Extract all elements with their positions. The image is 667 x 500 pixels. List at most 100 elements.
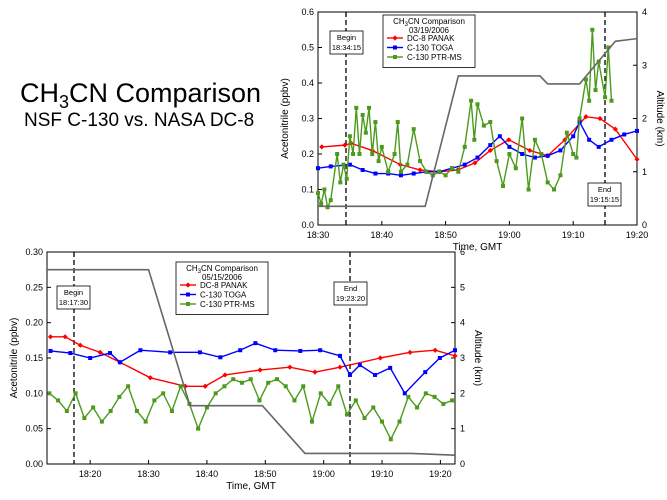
marker: [328, 164, 333, 169]
legend-label: DC-8 PANAK: [407, 34, 455, 43]
x-tick-label: 19:10: [371, 469, 394, 479]
title-subscript: 3: [59, 92, 69, 112]
y-tick-label: 0.1: [301, 185, 314, 195]
legend-marker: [393, 55, 397, 59]
legend-box: [382, 14, 476, 68]
y-tick-label: 0.6: [301, 7, 314, 17]
marker: [507, 152, 512, 156]
marker: [606, 45, 611, 50]
legend-date: 03/19/2006: [409, 26, 450, 35]
marker: [377, 355, 383, 361]
y2-tick-label: 2: [642, 114, 647, 124]
marker: [407, 349, 413, 355]
legend-box: [175, 261, 269, 315]
legend-date: 05/15/2006: [202, 273, 243, 282]
marker: [347, 372, 352, 377]
marker: [91, 405, 96, 410]
y-tick-label: 0.2: [301, 149, 314, 159]
marker: [73, 391, 78, 396]
marker: [472, 160, 478, 166]
marker: [197, 350, 202, 355]
marker: [583, 77, 588, 82]
marker: [520, 116, 525, 121]
marker: [316, 166, 320, 171]
marker: [318, 348, 323, 353]
annotation-box: [587, 182, 622, 207]
legend-label: C-130 TOGA: [200, 291, 247, 300]
marker: [432, 347, 438, 353]
legend-title: CH3CN Comparison: [393, 17, 465, 28]
x-tick-label: 18:40: [371, 230, 394, 240]
marker: [309, 419, 314, 424]
marker: [287, 364, 293, 370]
marker: [609, 137, 614, 142]
legend-marker: [393, 45, 397, 50]
marker: [539, 152, 544, 156]
marker: [392, 152, 397, 156]
annotation-label: Begin: [64, 288, 83, 297]
annotation-time: 18:17:30: [59, 298, 88, 307]
marker: [239, 380, 244, 385]
y-tick-label: 0.10: [25, 388, 43, 398]
marker: [527, 147, 533, 154]
x-tick-label: 19:20: [429, 469, 452, 479]
marker: [558, 148, 563, 153]
legend-marker: [186, 302, 190, 306]
marker: [318, 391, 323, 396]
marker: [571, 134, 576, 139]
annotation-box: [329, 30, 364, 55]
legend-label: C-130 PTR-MS: [407, 53, 462, 62]
marker: [545, 153, 550, 158]
marker: [341, 162, 346, 167]
marker: [397, 419, 402, 424]
legend-marker: [186, 292, 190, 297]
marker: [513, 166, 518, 171]
altitude-line: [318, 37, 638, 208]
marker: [68, 351, 73, 356]
marker: [386, 169, 391, 174]
marker: [117, 394, 122, 399]
marker: [367, 105, 372, 110]
slide-subtitle: NSF C-130 vs. NASA DC-8: [24, 110, 254, 131]
marker: [373, 372, 378, 377]
marker: [497, 134, 502, 139]
legend-title-part: CN Comparison: [408, 17, 465, 26]
marker: [338, 353, 343, 358]
marker: [415, 405, 420, 410]
x-axis-label: Time, GMT: [453, 242, 503, 253]
x-tick-label: 19:00: [312, 469, 335, 479]
marker: [325, 205, 330, 210]
x-tick-label: 18:50: [254, 469, 277, 479]
marker: [337, 364, 343, 370]
marker: [322, 187, 327, 192]
marker: [532, 155, 537, 160]
y2-tick-label: 5: [460, 282, 465, 292]
marker: [590, 27, 595, 32]
marker: [88, 356, 93, 360]
marker: [117, 360, 122, 365]
marker: [402, 391, 407, 396]
marker: [453, 348, 457, 353]
y-axis-label: Acetonitrile (ppbv): [280, 78, 291, 159]
marker: [411, 127, 416, 132]
marker: [597, 115, 603, 122]
marker: [423, 391, 428, 396]
marker: [360, 112, 365, 117]
marker: [507, 144, 512, 149]
marker: [97, 349, 103, 355]
marker: [558, 173, 563, 178]
marker: [450, 398, 455, 403]
marker: [398, 173, 403, 178]
annotation-time: 18:34:15: [332, 43, 361, 52]
marker: [345, 412, 350, 417]
annotation-time: 19:23:20: [336, 294, 365, 303]
slide-title: CH3CN Comparison: [20, 78, 261, 112]
marker: [134, 409, 139, 413]
marker: [373, 171, 378, 176]
marker: [283, 384, 288, 389]
marker: [99, 419, 104, 424]
marker: [108, 409, 113, 413]
marker: [370, 152, 375, 156]
marker: [388, 365, 393, 370]
marker: [351, 152, 356, 156]
